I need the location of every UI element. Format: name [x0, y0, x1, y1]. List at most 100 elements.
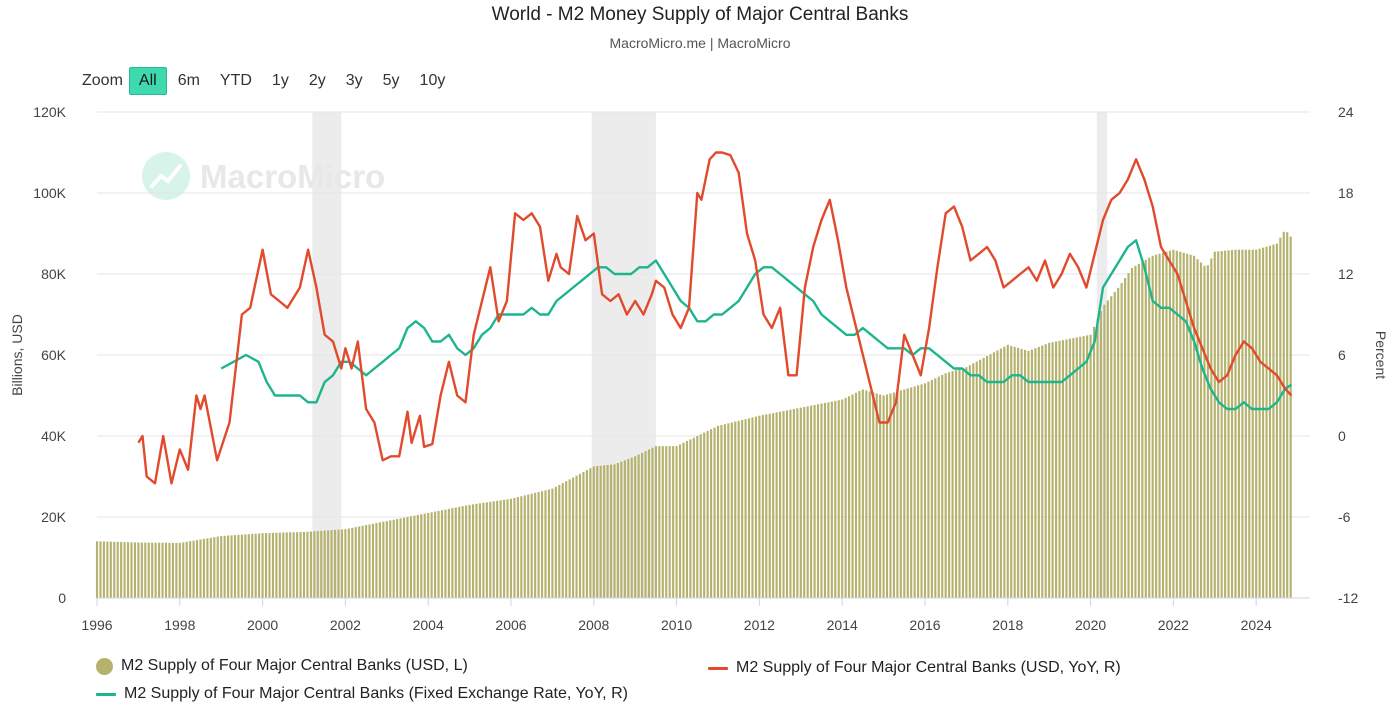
bar	[806, 406, 809, 598]
chart-title: World - M2 Money Supply of Major Central…	[491, 4, 909, 25]
bar	[582, 471, 585, 598]
bar	[599, 465, 602, 598]
bar	[1127, 272, 1130, 598]
bar	[1244, 249, 1247, 598]
bar	[209, 537, 212, 598]
bar	[233, 535, 237, 598]
bar	[1061, 340, 1065, 598]
bar	[1013, 346, 1016, 598]
watermark-chart-icon	[150, 164, 182, 188]
fixed-rate-yoy-line	[220, 239, 1293, 411]
bar	[954, 370, 958, 598]
bar	[868, 391, 871, 598]
bar	[572, 477, 575, 598]
bar	[261, 533, 264, 598]
bar	[1193, 255, 1196, 598]
bar	[292, 532, 295, 598]
bar	[1248, 249, 1251, 598]
bar	[330, 530, 333, 598]
bar	[696, 436, 699, 598]
x-tick-label: 1996	[81, 617, 112, 633]
bar	[965, 367, 968, 598]
bar	[596, 466, 599, 598]
zoom-5y-button[interactable]: 5y	[382, 72, 400, 89]
bar	[982, 357, 985, 598]
legend-item-fixed-yoy[interactable]: M2 Supply of Four Major Central Banks (F…	[96, 685, 628, 703]
bar	[1023, 349, 1027, 598]
bar	[751, 417, 754, 598]
bar	[699, 434, 702, 598]
bar	[896, 391, 899, 598]
bar	[1168, 250, 1172, 598]
bar	[948, 372, 951, 598]
zoom-ytd-button[interactable]: YTD	[219, 72, 252, 89]
bar	[1134, 265, 1137, 598]
bar	[741, 419, 744, 598]
bar	[440, 510, 444, 598]
zoom-2y-button[interactable]: 2y	[308, 72, 326, 89]
bar	[930, 379, 933, 598]
bar	[799, 407, 802, 598]
bar	[237, 534, 240, 598]
bar	[154, 542, 157, 598]
bar	[1282, 231, 1285, 598]
bar	[264, 533, 268, 598]
bar	[872, 392, 875, 598]
bar	[137, 542, 140, 598]
bar	[796, 408, 799, 598]
bar	[1137, 263, 1140, 598]
bar	[333, 529, 337, 598]
x-tick-label: 2022	[1158, 617, 1189, 633]
bar	[637, 454, 640, 598]
bar	[496, 500, 499, 598]
bar	[399, 518, 402, 598]
bar	[765, 414, 768, 598]
bar	[316, 531, 319, 598]
bar	[813, 404, 816, 598]
x-tick-label: 2008	[578, 617, 609, 633]
bar	[623, 460, 626, 598]
bar	[382, 521, 385, 598]
bar	[992, 352, 996, 598]
bar	[727, 423, 730, 598]
bar	[678, 444, 682, 598]
bar	[1048, 342, 1051, 598]
bar	[723, 424, 726, 598]
bar	[1227, 250, 1230, 598]
bar	[816, 404, 820, 598]
bar	[754, 416, 758, 598]
zoom-3y-button[interactable]: 3y	[345, 72, 363, 89]
bar	[654, 446, 657, 598]
legend-bars-marker-icon	[96, 657, 113, 675]
bar	[361, 525, 364, 598]
bar	[168, 542, 171, 598]
zoom-10y-button[interactable]: 10y	[419, 72, 446, 89]
bar	[1027, 350, 1030, 598]
legend-item-usd-yoy[interactable]: M2 Supply of Four Major Central Banks (U…	[708, 659, 1121, 677]
bar	[437, 510, 440, 598]
bar	[568, 479, 571, 598]
bar	[378, 522, 381, 598]
y-tick-label-right: 6	[1338, 347, 1346, 363]
zoom-6m-button[interactable]: 6m	[177, 72, 200, 89]
bar	[716, 425, 720, 598]
zoom-all-button[interactable]: All	[128, 67, 167, 95]
bar	[578, 473, 582, 598]
bar	[658, 446, 661, 598]
bar	[1179, 251, 1182, 598]
bar	[609, 464, 613, 598]
bar	[744, 419, 747, 598]
bar	[406, 517, 409, 598]
bar	[634, 456, 637, 598]
bar	[996, 350, 999, 598]
zoom-1y-button[interactable]: 1y	[271, 72, 289, 89]
legend-item-bars[interactable]: M2 Supply of Four Major Central Banks (U…	[96, 657, 468, 675]
bar	[444, 509, 447, 598]
bar	[713, 427, 716, 598]
bar	[1124, 278, 1127, 598]
axes: 0 20K 40K 60K 80K 100K 120K -12 -6 0 6 12 18 24 1996 19…	[33, 104, 1358, 633]
bar	[647, 449, 651, 598]
bar	[206, 538, 209, 598]
bar	[1006, 344, 1009, 598]
